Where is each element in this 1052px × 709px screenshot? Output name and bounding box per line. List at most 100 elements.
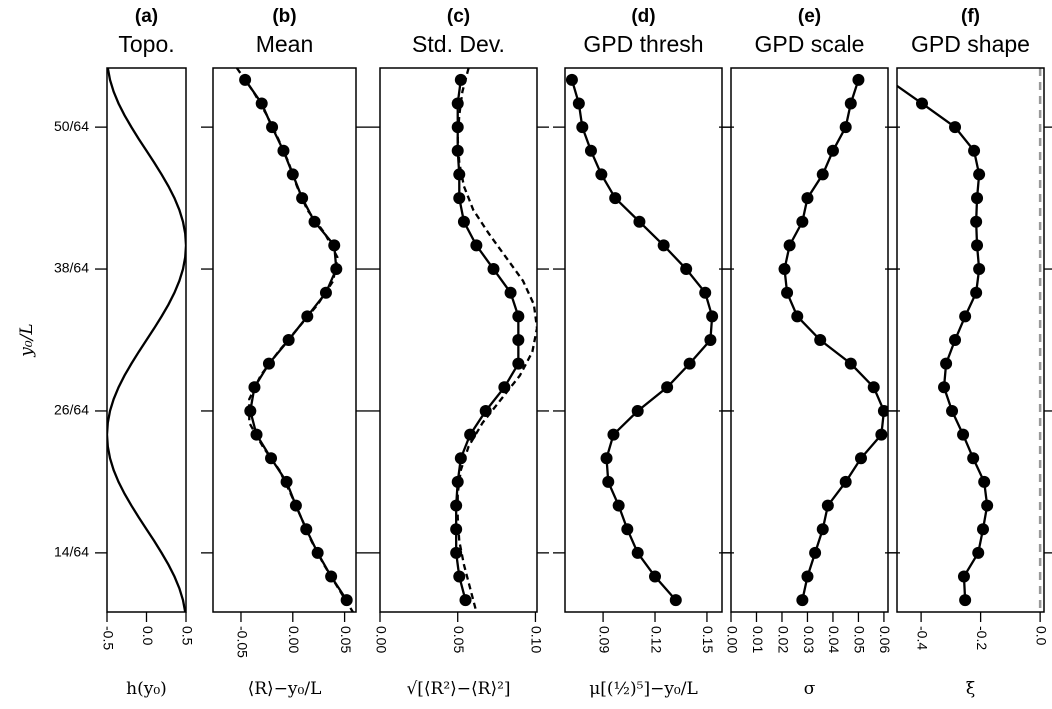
- x-tick-label: 0.05: [338, 626, 354, 653]
- data-point: [839, 121, 852, 134]
- data-point: [450, 523, 463, 536]
- panel-label: (f): [961, 6, 980, 27]
- x-axis-label: μ[(½)⁵]−y₀/L: [589, 679, 698, 699]
- data-point: [612, 499, 625, 512]
- data-point: [959, 594, 972, 607]
- data-point: [971, 192, 984, 205]
- data-point: [970, 215, 983, 228]
- x-tick-label: 0.09: [596, 626, 612, 653]
- data-point: [949, 334, 962, 346]
- data-point: [801, 192, 814, 205]
- x-tick-label: -0.5: [100, 626, 116, 650]
- axes-frame: [896, 67, 1045, 613]
- data-point: [239, 73, 252, 86]
- y-tick-label: 26/64: [54, 402, 89, 418]
- data-point: [572, 97, 585, 110]
- panel-title: Mean: [256, 31, 314, 57]
- data-point: [262, 357, 275, 370]
- x-tick-label: 0.10: [529, 626, 545, 653]
- data-point: [875, 428, 888, 441]
- data-point: [791, 310, 804, 323]
- data-point: [959, 310, 972, 323]
- panel-label: (d): [631, 6, 655, 27]
- data-point: [949, 121, 962, 134]
- data-point: [301, 310, 314, 323]
- data-point: [300, 523, 313, 536]
- data-line: [783, 79, 886, 601]
- data-point: [451, 144, 464, 157]
- data-line: [107, 68, 186, 612]
- data-point: [512, 357, 525, 370]
- data-point: [470, 239, 483, 252]
- data-point: [940, 357, 953, 370]
- x-tick-label: 0.15: [700, 626, 716, 653]
- data-point: [244, 404, 257, 417]
- panel-label: (a): [135, 6, 158, 27]
- fit-curve: [456, 68, 537, 612]
- data-point: [450, 499, 463, 512]
- x-tick-label: 0.12: [648, 626, 664, 653]
- plot: [235, 68, 354, 612]
- panel-title: GPD shape: [911, 31, 1030, 57]
- data-point: [816, 523, 829, 536]
- data-point: [459, 594, 472, 607]
- data-line: [570, 79, 714, 601]
- data-point: [821, 499, 834, 512]
- data-point: [967, 452, 980, 465]
- data-point: [796, 594, 809, 607]
- data-point: [852, 73, 865, 86]
- data-point: [453, 570, 466, 583]
- panel-title: GPD thresh: [583, 31, 703, 57]
- x-tick-label: 0.00: [286, 626, 302, 653]
- plot: [565, 73, 719, 607]
- panel-title: Topo.: [118, 31, 174, 57]
- data-line: [244, 79, 348, 601]
- x-tick-label: -0.4: [914, 626, 930, 650]
- x-tick-label: 0.06: [877, 626, 893, 653]
- axes-frame: [379, 67, 538, 613]
- data-point: [657, 239, 670, 252]
- data-point: [330, 263, 343, 276]
- data-point: [454, 452, 467, 465]
- x-tick-label: 0.05: [451, 626, 467, 653]
- y-tick-label: 50/64: [54, 118, 89, 134]
- data-point: [973, 168, 986, 181]
- data-point: [325, 570, 338, 583]
- x-tick-label: 0.00: [373, 626, 389, 653]
- data-point: [973, 263, 986, 276]
- x-tick-label: 0.5: [179, 626, 195, 646]
- data-point: [498, 381, 511, 394]
- data-point: [854, 452, 867, 465]
- y-tick-label: 38/64: [54, 260, 89, 276]
- panel-title: Std. Dev.: [412, 31, 505, 57]
- x-tick-label: 0.05: [852, 626, 868, 653]
- data-point: [464, 428, 477, 441]
- data-point: [631, 404, 644, 417]
- data-point: [706, 310, 719, 323]
- data-point: [609, 192, 622, 205]
- y-axis-label: y₀/L: [17, 323, 37, 357]
- data-point: [600, 452, 613, 465]
- data-point: [631, 546, 644, 559]
- data-line: [455, 79, 520, 601]
- data-point: [265, 452, 278, 465]
- data-point: [976, 523, 989, 536]
- panel-label: (e): [798, 6, 821, 27]
- data-point: [255, 97, 268, 110]
- x-axis-label: ξ: [966, 679, 975, 699]
- plot: [450, 68, 537, 612]
- data-point: [565, 73, 578, 86]
- axes-frame: [212, 67, 357, 613]
- data-point: [289, 499, 302, 512]
- data-point: [844, 357, 857, 370]
- data-point: [512, 310, 525, 323]
- y-tick-label: 14/64: [54, 544, 89, 560]
- data-point: [602, 475, 615, 488]
- data-point: [957, 428, 970, 441]
- data-point: [282, 334, 295, 346]
- data-point: [816, 168, 829, 181]
- data-point: [680, 263, 693, 276]
- data-point: [286, 168, 299, 181]
- fit-curve: [235, 68, 354, 612]
- x-tick-label: 0.00: [724, 626, 740, 653]
